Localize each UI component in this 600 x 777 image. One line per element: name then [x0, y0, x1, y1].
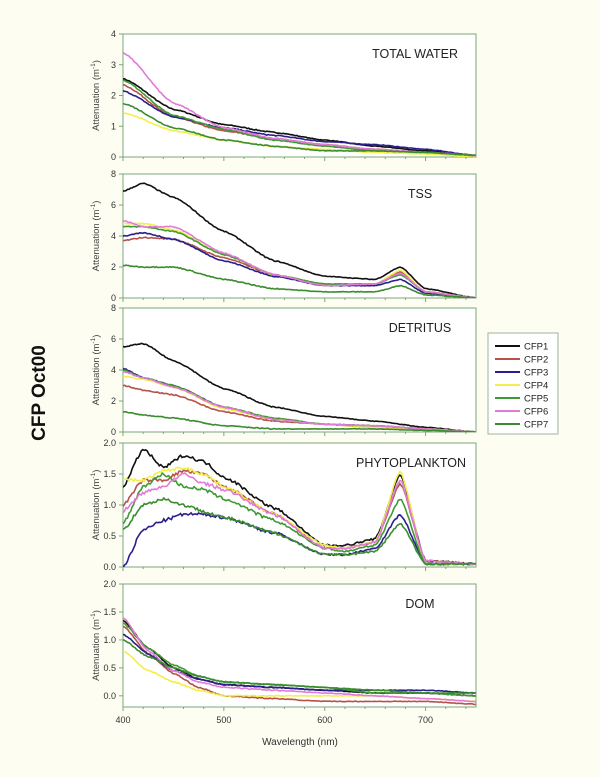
legend-label: CFP2 — [524, 355, 548, 366]
series-line-cfp2 — [123, 625, 476, 706]
panel-tss: 0 2 4 6 8 Attenuation (m-1) TSS — [90, 169, 477, 303]
legend-box — [487, 332, 559, 435]
y-tick-label: 1.0 — [103, 635, 116, 645]
series-line-cfp7 — [123, 496, 476, 566]
panel-total-water: 0 1 2 3 4 Attenuation (m-1) TOTAL WATER — [90, 29, 477, 162]
y-tick-label: 1.5 — [103, 607, 116, 617]
x-axis: 400 500 600 700 — [115, 715, 433, 725]
series-line-cfp7 — [123, 102, 476, 157]
series-line-cfp6 — [123, 219, 476, 298]
x-tick-label: 600 — [317, 715, 332, 725]
panel-title: TOTAL WATER — [372, 47, 458, 61]
legend: CFP1 CFP2 CFP3 CFP4 CFP5 CFP6 CFP7 — [487, 332, 559, 435]
legend-label: CFP4 — [524, 381, 548, 392]
y-tick-label: 3 — [111, 60, 116, 70]
y-tick-label: 0 — [111, 427, 116, 437]
series-line-cfp6 — [123, 617, 476, 703]
y-tick-label: 1.0 — [103, 500, 116, 510]
y-tick-label: 2 — [111, 262, 116, 272]
panel-title: PHYTOPLANKTON — [356, 456, 466, 470]
y-tick-label: 8 — [111, 303, 116, 313]
y-tick-label: 0.5 — [103, 663, 116, 673]
series-line-cfp1 — [123, 77, 476, 157]
series-line-cfp5 — [123, 471, 476, 566]
series-line-cfp7 — [123, 639, 476, 695]
y-tick-label: 4 — [111, 231, 116, 241]
y-tick-label: 0.5 — [103, 531, 116, 541]
x-axis-label: Wavelength (nm) — [262, 737, 338, 748]
y-tick-label: 0 — [111, 152, 116, 162]
series-line-cfp1 — [123, 342, 476, 432]
y-tick-label: 0.0 — [103, 691, 116, 701]
panel-phytoplankton: 0.0 0.5 1.0 1.5 2.0 Attenuation (m-1) PHYTOPLA… — [90, 438, 477, 572]
y-tick-label: 1 — [111, 121, 116, 131]
panel-dom: 0.0 0.5 1.0 1.5 2.0 Attenuation (m-1) DOM — [90, 579, 477, 711]
y-tick-label: 6 — [111, 200, 116, 210]
legend-label: CFP5 — [524, 394, 548, 405]
series-line-cfp6 — [123, 472, 476, 566]
y-tick-label: 2 — [111, 396, 116, 406]
series-line-cfp3 — [123, 89, 476, 157]
legend-label: CFP6 — [524, 407, 548, 418]
y-tick-label: 2.0 — [103, 579, 116, 589]
y-tick-label: 0 — [111, 293, 116, 303]
series-line-cfp1 — [123, 182, 476, 298]
y-axis-label: Attenuation (m-1) — [90, 470, 102, 541]
panel-title: DOM — [405, 597, 434, 611]
y-tick-label: 4 — [111, 29, 116, 39]
figure-title: CFP Oct00 — [29, 345, 50, 441]
x-tick-label: 700 — [418, 715, 433, 725]
series-line-cfp6 — [123, 370, 476, 432]
y-axis-label: Attenuation (m-1) — [90, 201, 102, 272]
y-tick-label: 8 — [111, 169, 116, 179]
panel-title: TSS — [408, 187, 432, 201]
y-tick-label: 0.0 — [103, 562, 116, 572]
legend-label: CFP3 — [524, 368, 548, 379]
y-axis-label: Attenuation (m-1) — [90, 335, 102, 406]
y-axis-label: Attenuation (m-1) — [90, 60, 102, 131]
legend-label: CFP1 — [524, 342, 548, 353]
y-tick-label: 1.5 — [103, 469, 116, 479]
series-line-cfp7 — [123, 264, 476, 298]
legend-label: CFP7 — [524, 420, 548, 431]
x-tick-label: 400 — [115, 715, 130, 725]
y-tick-label: 6 — [111, 334, 116, 344]
y-axis-label: Attenuation (m-1) — [90, 610, 102, 681]
x-tick-label: 500 — [216, 715, 231, 725]
y-tick-label: 2 — [111, 91, 116, 101]
y-tick-label: 4 — [111, 365, 116, 375]
panel-detritus: 0 2 4 6 8 Attenuation (m-1) DETRITUS — [90, 303, 477, 437]
panels: 0 1 2 3 4 Attenuation (m-1) TOTAL WATER 0 2 4 6 8 At… — [90, 29, 477, 711]
panel-title: DETRITUS — [389, 321, 452, 335]
series-line-cfp7 — [123, 410, 476, 432]
y-tick-label: 2.0 — [103, 438, 116, 448]
plot-frame — [122, 173, 477, 299]
